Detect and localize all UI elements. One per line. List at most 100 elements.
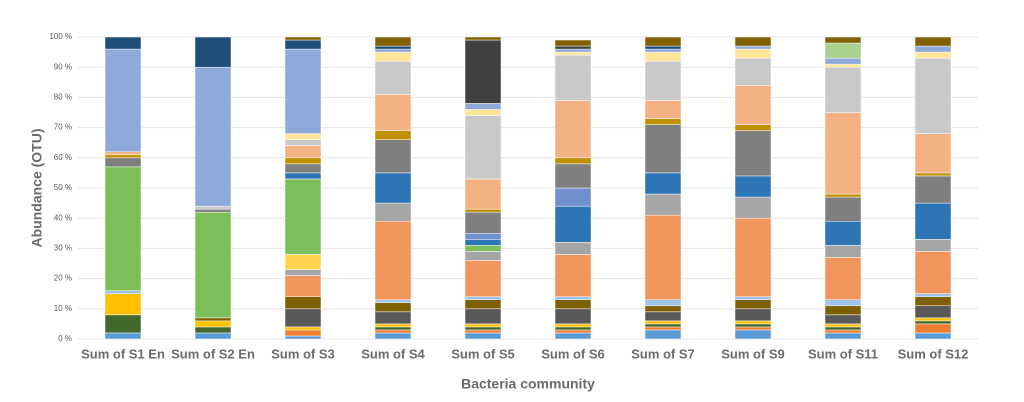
bar-segment xyxy=(284,157,322,165)
y-tick-label: 40 % xyxy=(54,213,72,222)
bar-segment xyxy=(284,269,322,276)
x-tick-label: Sum of S3 xyxy=(271,346,335,361)
bar-segment xyxy=(734,124,772,131)
x-tick-label: Sum of S5 xyxy=(451,346,515,361)
bar-segment xyxy=(914,175,952,204)
bar-segment xyxy=(554,296,592,300)
bar-segment xyxy=(554,329,592,334)
bar-segment xyxy=(104,290,142,294)
bar-segment xyxy=(914,202,952,240)
x-tick-label: Sum of S2 En xyxy=(171,346,255,361)
y-tick-label: 90 % xyxy=(54,62,72,71)
bar-segment xyxy=(554,326,592,331)
bar-segment xyxy=(824,245,862,258)
bar-segment xyxy=(644,329,682,340)
bar-segment xyxy=(284,335,322,340)
bar-segment xyxy=(734,308,772,322)
bar-segment xyxy=(824,257,862,300)
x-tick-label: Sum of S1 En xyxy=(81,346,165,361)
bar-segment xyxy=(554,100,592,159)
bar-segment xyxy=(734,299,772,310)
bar-segment xyxy=(284,39,322,50)
bar-segment xyxy=(374,299,412,304)
bar-segment xyxy=(824,57,862,65)
bar-segment xyxy=(914,305,952,319)
bar-segment xyxy=(464,109,502,116)
bar-segment xyxy=(464,326,502,331)
bar-segment xyxy=(554,39,592,47)
bar-segment xyxy=(464,299,502,310)
x-tick-label: Sum of S11 xyxy=(808,346,878,361)
bar-segment xyxy=(554,187,592,207)
bar-segment xyxy=(554,48,592,53)
bar-segment xyxy=(644,124,682,174)
bar-segment xyxy=(554,332,592,340)
y-tick-label: 60 % xyxy=(54,153,72,162)
bar-segment xyxy=(734,296,772,300)
bar-segment xyxy=(644,320,682,325)
bar-segment xyxy=(194,211,232,319)
bar-segment xyxy=(284,178,322,255)
bar-segment xyxy=(734,175,772,198)
bar-segment xyxy=(644,214,682,300)
bar-segment xyxy=(824,63,862,68)
bar-segment xyxy=(824,36,862,44)
bar-segment xyxy=(464,332,502,340)
bar-segment xyxy=(824,196,862,222)
bar-segment xyxy=(554,242,592,255)
bar-segment xyxy=(824,112,862,195)
bar-segment xyxy=(464,233,502,240)
bar-segment xyxy=(374,302,412,313)
bar-segment xyxy=(284,139,322,146)
x-tick-label: Sum of S6 xyxy=(541,346,605,361)
bar-segment xyxy=(284,329,322,337)
bar-segment xyxy=(194,208,232,213)
y-tick-label: 0 % xyxy=(58,334,72,343)
bar-segment xyxy=(284,254,322,270)
bar-segment xyxy=(374,51,412,62)
bar-segment xyxy=(464,323,502,328)
bar-segment xyxy=(464,296,502,300)
bar-segment xyxy=(554,254,592,297)
bar-segment xyxy=(284,275,322,297)
x-axis-title: Bacteria community xyxy=(461,376,595,392)
bar-segment xyxy=(194,332,232,340)
y-axis-title: Abundance (OTU) xyxy=(29,129,45,248)
bar-segment xyxy=(104,48,142,153)
bar-segment xyxy=(104,157,142,168)
bar-segment xyxy=(644,48,682,53)
bar-segment xyxy=(284,308,322,328)
bar-segment xyxy=(464,208,502,213)
bar-segment xyxy=(464,36,502,41)
bar-segment xyxy=(824,220,862,246)
bar-segment xyxy=(104,36,142,50)
bar-segment xyxy=(104,154,142,159)
bar-segment xyxy=(284,296,322,310)
bar-segment xyxy=(284,163,322,174)
y-tick-label: 10 % xyxy=(54,304,72,313)
bar-segment xyxy=(374,311,412,325)
bar-segment xyxy=(464,251,502,261)
bar-segment xyxy=(194,317,232,322)
bar-segment xyxy=(284,145,322,159)
bar-segment xyxy=(194,205,232,210)
bar-segment xyxy=(374,202,412,222)
bar-segment xyxy=(284,133,322,140)
bar-segment xyxy=(374,139,412,174)
bar-segment xyxy=(104,332,142,340)
bar-segment xyxy=(644,172,682,195)
bar-segment xyxy=(914,36,952,47)
bar-segment xyxy=(374,332,412,340)
bar-segment xyxy=(374,172,412,204)
bar-segment xyxy=(644,100,682,119)
bar-segment xyxy=(464,39,502,104)
bar-segment xyxy=(914,133,952,174)
bar-segment xyxy=(914,251,952,294)
bar-segment xyxy=(734,45,772,50)
bar-segment xyxy=(824,193,862,198)
bar-segment xyxy=(734,323,772,328)
bar-segment xyxy=(554,163,592,189)
bar-segment xyxy=(734,196,772,219)
bar-segment xyxy=(914,332,952,340)
